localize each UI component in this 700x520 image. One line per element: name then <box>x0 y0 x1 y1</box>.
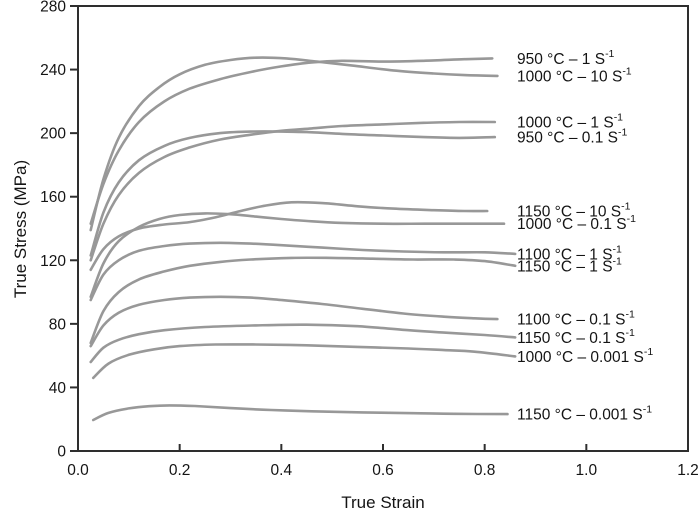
curve-1100C-1s <box>89 241 517 302</box>
curve-1150C-0.1s <box>89 323 517 364</box>
y-tick-label: 160 <box>40 189 66 206</box>
curve-1100C-0.1s <box>89 295 499 348</box>
x-axis-title: True Strain <box>341 493 425 512</box>
curve-1150C-0.001s <box>91 404 509 422</box>
y-tick-label: 40 <box>49 380 67 397</box>
x-tick-label: 0.0 <box>67 462 89 479</box>
y-tick-label: 120 <box>40 253 66 270</box>
curve-label-950C-0.1s: 950 °C – 0.1 S-1 <box>517 127 627 147</box>
curve-label-950C-1s: 950 °C – 1 S-1 <box>517 48 615 68</box>
curve-950C-1s <box>89 57 494 226</box>
x-tick-label: 0.8 <box>474 462 496 479</box>
curve-1000C-0.001s <box>91 343 517 380</box>
y-tick-label: 200 <box>40 126 66 143</box>
curve-1150C-1s <box>89 256 517 345</box>
y-tick-label: 0 <box>57 444 66 461</box>
curve-950C-0.1s <box>89 130 497 257</box>
curve-label-1150C-0.1s: 1150 °C – 0.1 S-1 <box>517 327 635 347</box>
x-tick-label: 0.6 <box>372 462 394 479</box>
x-tick-label: 1.0 <box>576 462 598 479</box>
y-tick-label: 80 <box>49 316 67 333</box>
curve-label-1000C-0.1s: 1000 °C – 0.1 S-1 <box>517 213 636 233</box>
curve-1000C-0.1s <box>89 212 506 299</box>
curve-label-1150C-10s: 1150 °C – 10 S-1 <box>517 201 631 221</box>
curve-1000C-10s <box>89 56 499 232</box>
y-tick-label: 280 <box>40 0 66 16</box>
curve-label-1100C-0.1s: 1100 °C – 0.1 S-1 <box>517 309 635 329</box>
curve-label-1000C-10s: 1000 °C – 10 S-1 <box>517 65 632 85</box>
curve-label-1100C-1s: 1100 °C – 1 S-1 <box>517 243 622 263</box>
curve-label-1150C-0.001s: 1150 °C – 0.001 S-1 <box>517 404 652 424</box>
curve-label-1000C-0.001s: 1000 °C – 0.001 S-1 <box>517 346 653 366</box>
curve-1000C-1s <box>89 120 497 262</box>
curve-label-1150C-1s: 1150 °C – 1 S-1 <box>517 255 622 275</box>
x-tick-label: 0.4 <box>271 462 293 479</box>
curve-label-1000C-1s: 1000 °C – 1 S-1 <box>517 112 623 132</box>
x-tick-label: 0.2 <box>169 462 191 479</box>
y-tick-label: 240 <box>40 62 66 79</box>
y-axis-title: True Stress (MPa) <box>11 159 30 299</box>
x-tick-label: 1.2 <box>677 462 699 479</box>
